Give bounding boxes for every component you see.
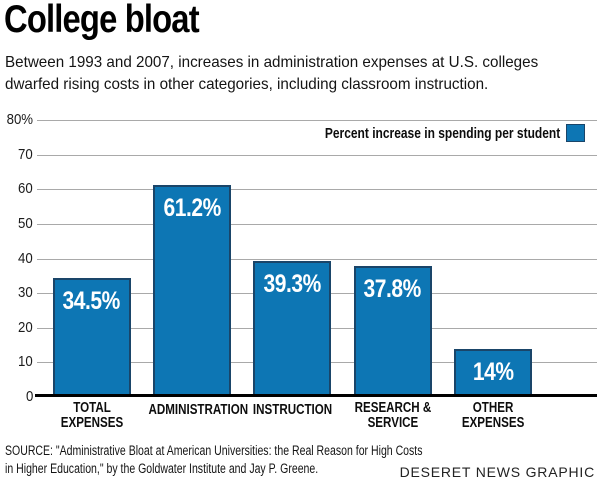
- gridline: [37, 258, 597, 260]
- category-label-other-expenses: OTHER EXPENSES: [461, 400, 525, 431]
- y-axis-tick-label: 50: [18, 214, 33, 232]
- legend-color-swatch: [566, 124, 585, 142]
- chart-legend: Percent increase in spending per student: [266, 124, 585, 142]
- y-axis-tick-label: 70: [18, 145, 33, 163]
- category-label-instruction: INSTRUCTION: [252, 402, 332, 418]
- gridline: [37, 154, 597, 156]
- bar-total-expenses: 34.5%: [52, 277, 131, 397]
- y-axis-tick-label: 40: [18, 249, 33, 267]
- bar-value-label: 61.2%: [163, 194, 221, 223]
- y-axis-tick-label: 0: [25, 388, 33, 405]
- category-label-research-service: RESEARCH & SERVICE: [354, 400, 432, 431]
- y-axis-tick-label: 60: [18, 180, 33, 198]
- bar-instruction: 39.3%: [253, 260, 332, 397]
- bar-value-label: 39.3%: [263, 269, 322, 298]
- source-note: SOURCE: "Administrative Bloat at America…: [5, 443, 423, 476]
- gridline: [37, 189, 597, 191]
- page-title: College bloat: [4, 0, 200, 41]
- plot-area: Percent increase in spending per student…: [0, 111, 600, 405]
- category-labels-row: TOTAL EXPENSES ADMINISTRATION INSTRUCTION R…: [0, 401, 600, 437]
- bar-research-service: 37.8%: [353, 266, 432, 397]
- gridline: [37, 120, 597, 121]
- chart-subtitle: Between 1993 and 2007, increases in admi…: [5, 54, 539, 93]
- y-axis-tick-label: 10: [18, 353, 33, 371]
- credit-label: DESERET NEWS GRAPHIC: [399, 464, 595, 480]
- bar-value-label: 34.5%: [62, 286, 121, 315]
- y-axis-tick-label: 30: [18, 284, 33, 302]
- legend-label: Percent increase in spending per student: [266, 125, 560, 142]
- bar-administration: 61.2%: [152, 185, 231, 397]
- x-axis-baseline: [35, 394, 597, 397]
- gridline: [37, 223, 597, 225]
- category-label-total-expenses: TOTAL EXPENSES: [60, 400, 123, 431]
- bar-value-label: 14%: [472, 357, 514, 386]
- bar-other-expenses: 14%: [454, 348, 533, 397]
- legend-label-text: Percent increase in spending per student: [324, 124, 560, 142]
- y-axis-tick-label: 80%: [6, 111, 33, 128]
- bar-value-label: 37.8%: [363, 275, 422, 304]
- category-label-administration: ADMINISTRATION: [148, 402, 249, 418]
- y-axis-tick-label: 20: [18, 318, 33, 336]
